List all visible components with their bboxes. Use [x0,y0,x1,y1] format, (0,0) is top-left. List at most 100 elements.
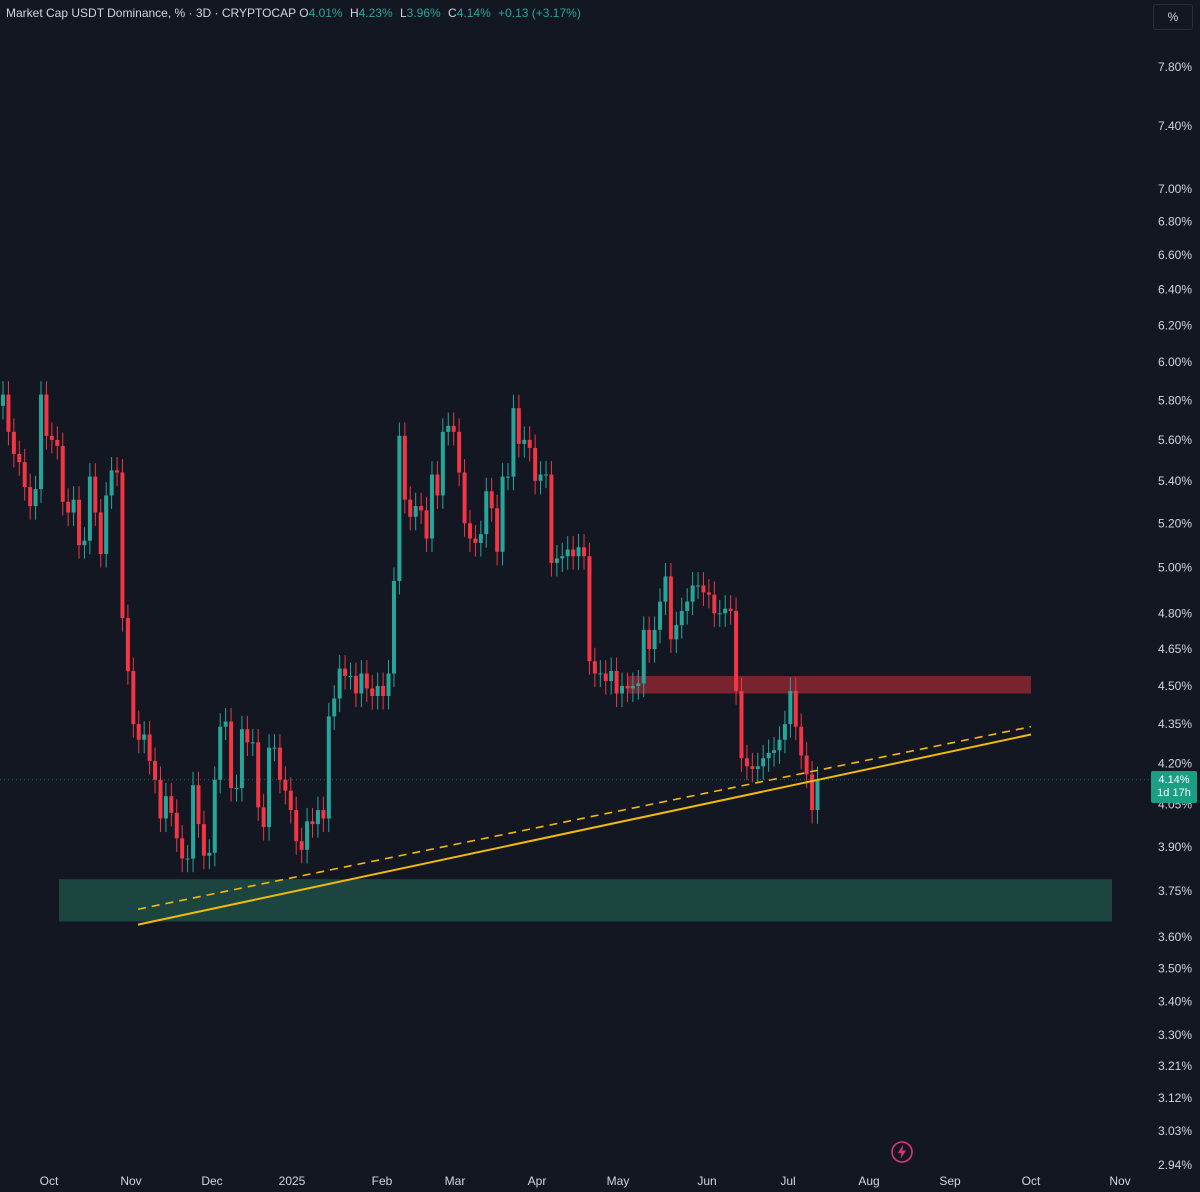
candle-down[interactable] [93,476,98,513]
candle-down[interactable] [343,668,348,676]
candle-down[interactable] [516,408,521,444]
candle-down[interactable] [473,538,478,543]
candle-up[interactable] [391,580,396,674]
candle-up[interactable] [663,576,668,602]
candle-down[interactable] [49,435,54,440]
candle-up[interactable] [71,499,76,513]
candle-down[interactable] [533,447,538,481]
candle-down[interactable] [451,425,456,432]
support-zone[interactable] [59,879,1112,922]
candle-down[interactable] [549,474,554,563]
candle-up[interactable] [522,439,527,444]
candle-down[interactable] [277,747,282,780]
candle-up[interactable] [305,821,310,850]
candle-up[interactable] [636,683,641,686]
candle-down[interactable] [435,474,440,496]
candle-down[interactable] [793,690,798,727]
candle-down[interactable] [457,431,462,473]
candle-down[interactable] [310,821,315,825]
candle-up[interactable] [761,758,766,767]
candle-down[interactable] [804,755,809,775]
candle-up[interactable] [250,742,255,744]
candle-down[interactable] [647,629,652,650]
candle-up[interactable] [386,673,391,696]
candle-down[interactable] [701,585,706,593]
candle-up[interactable] [511,408,516,477]
candle-up[interactable] [777,739,782,751]
candle-up[interactable] [82,540,87,546]
candle-up[interactable] [315,810,320,825]
candle-down[interactable] [402,435,407,500]
candle-up[interactable] [630,685,635,689]
candle-up[interactable] [142,734,147,740]
candle-down[interactable] [799,726,804,756]
candle-up[interactable] [429,474,434,539]
candle-down[interactable] [353,675,358,694]
candle-up[interactable] [1,394,5,406]
candle-up[interactable] [375,685,380,696]
candle-down[interactable] [44,394,49,436]
candle-up[interactable] [207,852,212,856]
candle-up[interactable] [554,558,559,563]
candle-up[interactable] [696,585,701,587]
candle-down[interactable] [734,610,739,691]
candle-up[interactable] [446,425,451,432]
resistance-zone[interactable] [627,675,1031,694]
candle-down[interactable] [489,491,494,509]
candle-down[interactable] [120,472,125,619]
candle-down[interactable] [625,685,630,689]
candle-up[interactable] [440,431,445,496]
candle-up[interactable] [755,766,760,769]
candle-down[interactable] [60,445,65,502]
candle-down[interactable] [174,812,179,839]
candle-down[interactable] [66,501,71,513]
candle-up[interactable] [815,779,820,811]
candle-down[interactable] [153,760,158,780]
candle-up[interactable] [212,779,217,853]
candle-up[interactable] [772,750,777,753]
candle-down[interactable] [370,688,375,696]
candle-up[interactable] [234,787,239,789]
candle-up[interactable] [505,476,510,478]
candle-down[interactable] [125,618,130,672]
candle-down[interactable] [28,487,33,507]
trendline-dashed[interactable] [137,725,1032,911]
candle-up[interactable] [413,506,418,517]
candle-up[interactable] [239,729,244,788]
candle-down[interactable] [6,394,11,432]
candle-down[interactable] [136,724,141,740]
candle-down[interactable] [321,810,326,819]
candle-up[interactable] [723,608,728,614]
candle-down[interactable] [419,506,424,511]
candle-up[interactable] [218,726,223,780]
candle-up[interactable] [641,629,646,684]
candle-up[interactable] [679,610,684,626]
candle-down[interactable] [77,499,82,546]
candle-up[interactable] [478,534,483,543]
candle-down[interactable] [614,671,619,694]
candle-down[interactable] [299,841,304,850]
candle-down[interactable] [424,510,429,539]
candle-down[interactable] [408,499,413,517]
candle-up[interactable] [609,671,614,681]
candle-down[interactable] [582,547,587,557]
candle-down[interactable] [22,462,27,488]
candle-up[interactable] [674,625,679,640]
candle-up[interactable] [544,474,548,476]
candle-down[interactable] [115,470,120,473]
candle-down[interactable] [196,785,201,825]
candle-up[interactable] [326,716,331,819]
candle-up[interactable] [620,685,625,694]
candle-up[interactable] [109,470,114,496]
candle-down[interactable] [131,671,136,725]
candle-up[interactable] [397,435,402,581]
candle-up[interactable] [565,549,570,557]
candle-down[interactable] [245,729,250,743]
candle-up[interactable] [717,613,722,615]
candle-up[interactable] [652,629,657,650]
candle-up[interactable] [538,474,543,481]
candle-down[interactable] [294,810,299,842]
candle-up[interactable] [685,601,690,611]
lightning-icon[interactable] [890,1140,914,1164]
candle-down[interactable] [288,790,293,811]
